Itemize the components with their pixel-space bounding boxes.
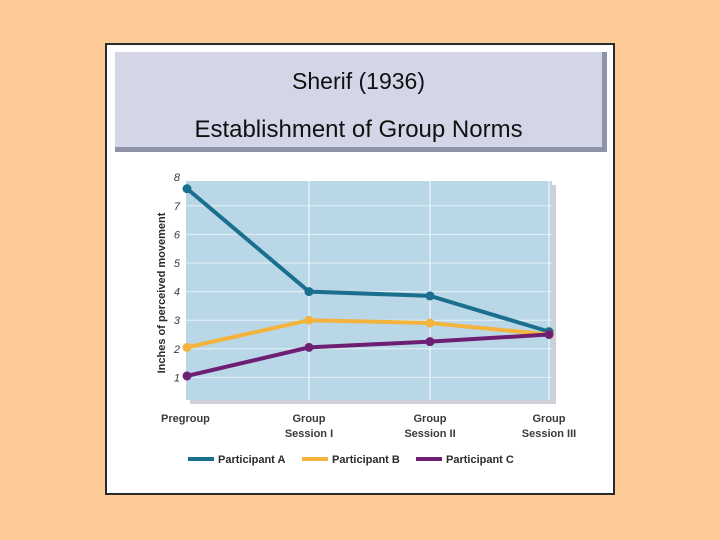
- series-line-a: [185, 186, 551, 334]
- x-category-label: Session III: [522, 428, 576, 440]
- y-tick-label: 7: [174, 201, 181, 213]
- series-line-b: [185, 318, 551, 350]
- x-category-label: Session II: [404, 428, 455, 440]
- series-line-c: [185, 332, 551, 378]
- series-layer: [182, 184, 554, 381]
- legend-label: Participant A: [218, 454, 285, 466]
- legend-label: Participant C: [446, 454, 514, 466]
- data-point: [304, 287, 314, 297]
- x-category-label: Group: [533, 413, 566, 425]
- data-point: [425, 318, 435, 328]
- data-point: [304, 342, 314, 352]
- x-category-label: Session I: [285, 428, 333, 440]
- y-tick-label: 5: [174, 258, 181, 270]
- y-tick-label: 1: [174, 372, 180, 384]
- y-tick-label: 4: [174, 287, 180, 299]
- data-point: [544, 330, 554, 339]
- y-tick-label: 2: [173, 344, 180, 356]
- y-tick-label: 6: [174, 229, 181, 241]
- y-tick-label: 8: [174, 172, 181, 184]
- data-point: [425, 291, 435, 301]
- plot-area: [186, 181, 552, 400]
- data-point: [425, 337, 435, 347]
- x-category-label: Group: [414, 413, 447, 425]
- data-point: [182, 184, 192, 194]
- x-category-label: Pregroup: [161, 413, 210, 425]
- data-point: [304, 315, 314, 325]
- label-layer: 1 2 3 4 5 6 7 8 Inches of perceived movement Preg…: [156, 172, 576, 440]
- y-tick-label: 3: [174, 315, 181, 327]
- data-point: [182, 342, 192, 352]
- slide-title: Sherif (1936): [292, 68, 425, 94]
- slide-subtitle: Establishment of Group Norms: [194, 116, 523, 143]
- title-box: Sherif (1936) Establishment of Group Nor…: [115, 52, 607, 152]
- legend-label: Participant B: [332, 454, 400, 466]
- y-axis-label: Inches of perceived movement: [156, 212, 168, 373]
- legend-layer: Participant A Participant B Participant C: [188, 454, 514, 466]
- data-point: [182, 371, 192, 381]
- x-category-label: Group: [293, 413, 326, 425]
